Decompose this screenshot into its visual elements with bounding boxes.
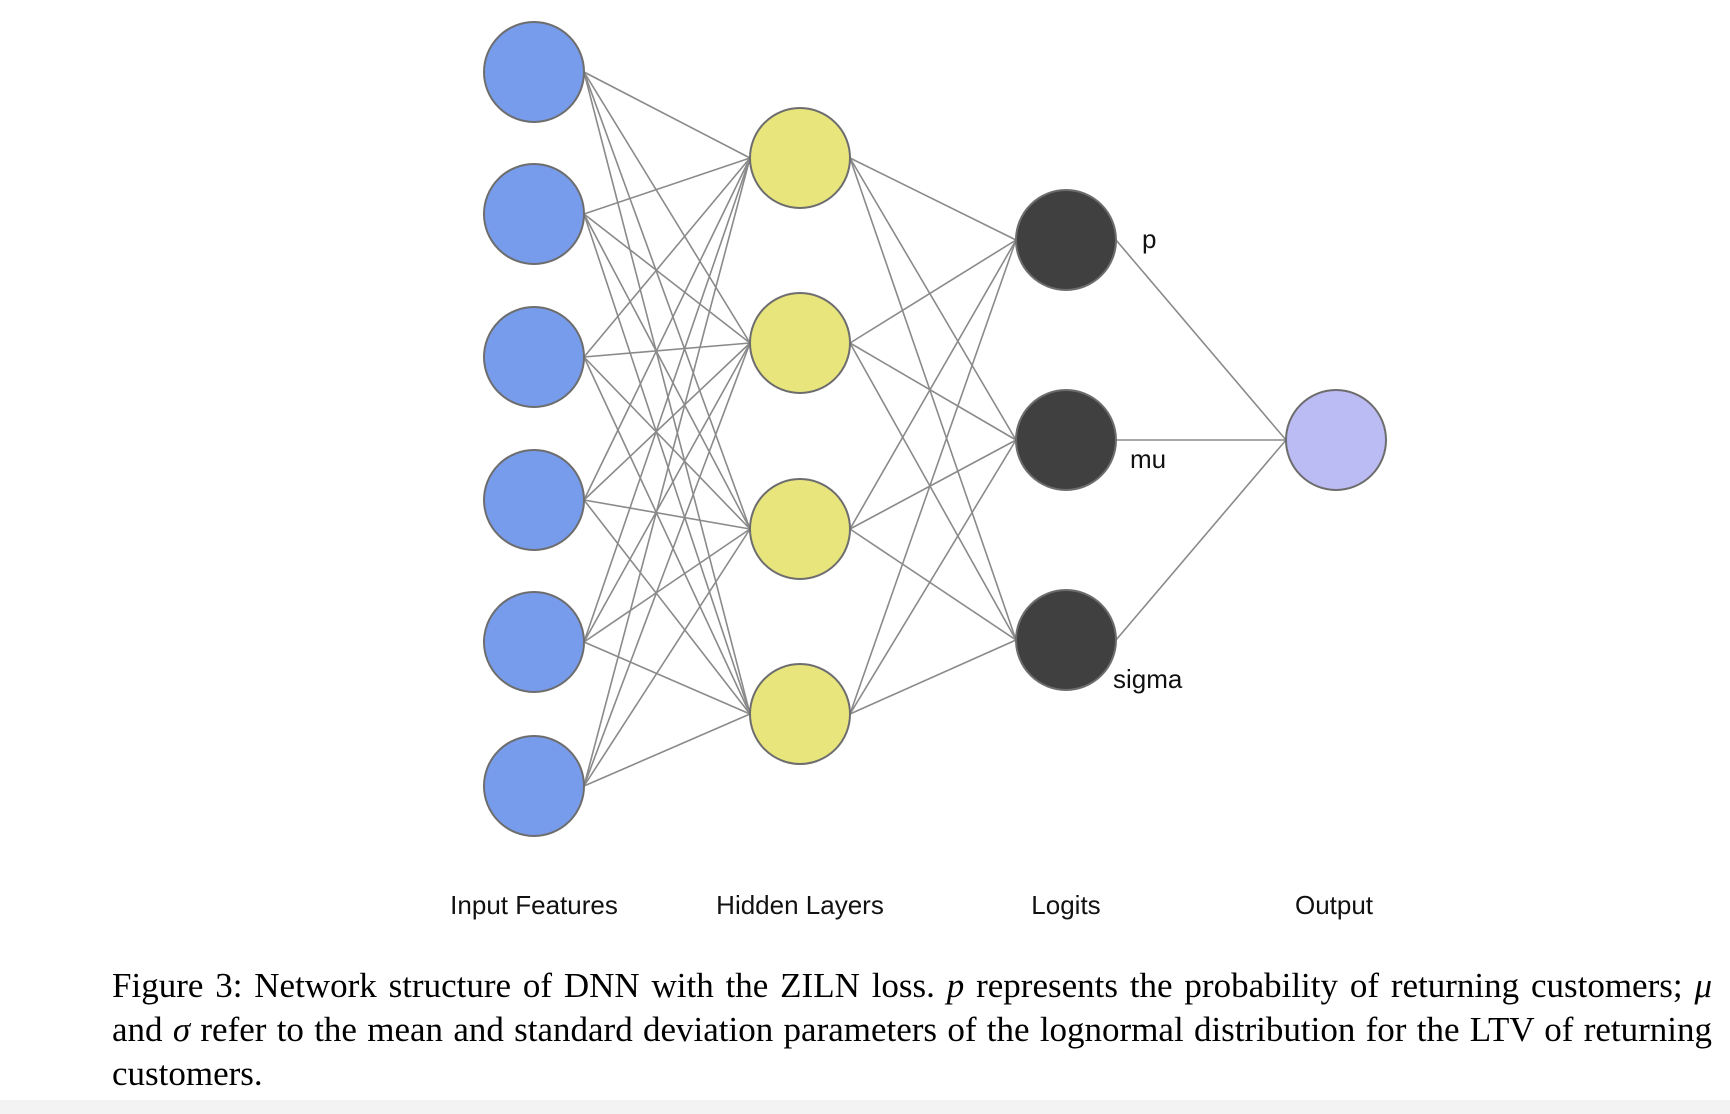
edge-hidden-2-to-logits-2	[849, 342, 1017, 441]
edge-input-3-to-hidden-4	[583, 356, 751, 715]
edge-input-1-to-hidden-1	[583, 71, 751, 159]
edge-hidden-4-to-logits-3	[849, 639, 1017, 715]
logits-node-3	[1015, 589, 1117, 691]
edge-hidden-1-to-logits-3	[849, 157, 1017, 641]
hidden-node-3	[749, 478, 851, 580]
edge-hidden-3-to-logits-2	[849, 439, 1017, 530]
caption-middle-1: represents the probability of returning …	[964, 966, 1695, 1005]
edge-input-3-to-hidden-2	[583, 342, 751, 358]
edge-input-4-to-hidden-2	[583, 342, 751, 501]
bottom-strip	[0, 1100, 1730, 1114]
figure-caption: Figure 3: Network structure of DNN with …	[112, 964, 1712, 1096]
edge-input-6-to-hidden-2	[583, 342, 751, 787]
input-node-1	[483, 21, 585, 123]
edge-logits-3-to-output-1	[1115, 439, 1287, 641]
edge-input-4-to-hidden-3	[583, 499, 751, 530]
input-node-2	[483, 163, 585, 265]
hidden-node-1	[749, 107, 851, 209]
edge-input-2-to-hidden-1	[583, 157, 751, 215]
logit-label-p: p	[1142, 224, 1156, 254]
edge-input-1-to-hidden-4	[583, 71, 751, 715]
edge-hidden-4-to-logits-2	[849, 439, 1017, 715]
edge-input-6-to-hidden-3	[583, 528, 751, 787]
caption-p-symbol: p	[946, 966, 965, 1005]
input-node-6	[483, 735, 585, 837]
edge-input-4-to-hidden-1	[583, 157, 751, 501]
edge-input-1-to-hidden-2	[583, 71, 751, 344]
caption-mu-symbol: μ	[1694, 966, 1713, 1005]
edge-input-5-to-hidden-2	[583, 342, 751, 643]
output-layer-label: Output	[1295, 890, 1374, 920]
caption-suffix: refer to the mean and standard deviation…	[112, 1010, 1721, 1093]
edge-hidden-2-to-logits-3	[849, 342, 1017, 641]
edge-input-3-to-hidden-1	[583, 157, 751, 358]
edges-group	[583, 71, 1287, 787]
input-node-3	[483, 306, 585, 408]
edge-hidden-3-to-logits-1	[849, 239, 1017, 530]
edge-logits-1-to-output-1	[1115, 239, 1287, 441]
edge-input-5-to-hidden-1	[583, 157, 751, 643]
logits-layer-label: Logits	[1031, 890, 1100, 920]
edge-input-2-to-hidden-3	[583, 213, 751, 530]
edge-input-6-to-hidden-1	[583, 157, 751, 787]
hidden-layer-label: Hidden Layers	[716, 890, 884, 920]
edge-input-5-to-hidden-3	[583, 528, 751, 643]
edge-input-3-to-hidden-3	[583, 356, 751, 530]
hidden-node-2	[749, 292, 851, 394]
logit-label-sigma: sigma	[1113, 664, 1183, 694]
input-node-5	[483, 591, 585, 693]
caption-sigma-symbol: σ	[172, 1010, 191, 1049]
network-diagram: p mu sigma Input Features Hidden Layers …	[450, 21, 1387, 920]
logits-node-2	[1015, 389, 1117, 491]
caption-middle-2: and	[112, 966, 1721, 1049]
edge-hidden-4-to-logits-1	[849, 239, 1017, 715]
edge-hidden-3-to-logits-3	[849, 528, 1017, 641]
edge-input-4-to-hidden-4	[583, 499, 751, 715]
caption-prefix: Figure 3: Network structure of DNN with …	[112, 966, 947, 1005]
hidden-node-4	[749, 663, 851, 765]
edge-hidden-1-to-logits-2	[849, 157, 1017, 441]
input-node-4	[483, 449, 585, 551]
nodes-group	[483, 21, 1387, 837]
output-node-1	[1285, 389, 1387, 491]
logit-label-mu: mu	[1130, 444, 1166, 474]
edge-input-2-to-hidden-2	[583, 213, 751, 344]
edge-hidden-1-to-logits-1	[849, 157, 1017, 241]
edge-input-1-to-hidden-3	[583, 71, 751, 530]
edge-input-2-to-hidden-4	[583, 213, 751, 715]
edge-input-6-to-hidden-4	[583, 713, 751, 787]
logits-node-1	[1015, 189, 1117, 291]
edge-hidden-2-to-logits-1	[849, 239, 1017, 344]
input-layer-label: Input Features	[450, 890, 618, 920]
edge-input-5-to-hidden-4	[583, 641, 751, 715]
